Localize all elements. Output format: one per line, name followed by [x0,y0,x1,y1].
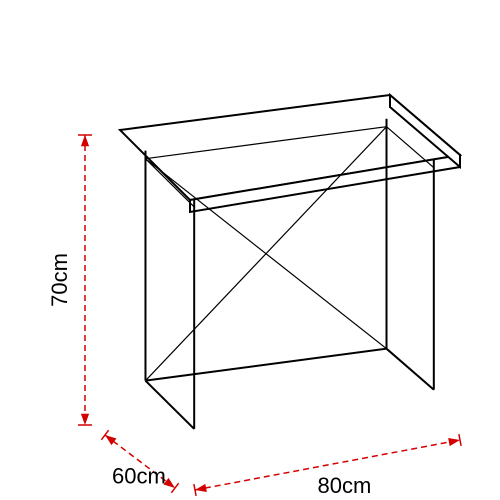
stretcher-right [387,349,434,390]
dimension-diagram: 70cm 60cm 80cm [0,0,500,500]
depth-label: 60cm [112,464,166,489]
height-label: 70cm [47,253,72,307]
width-label: 80cm [318,473,372,498]
arrowhead [81,135,89,146]
arrowhead [81,414,89,425]
stretcher-back [145,349,386,381]
stretcher-left [145,381,194,429]
arrowhead [195,484,207,492]
arrowhead [105,435,116,445]
arrowhead [448,438,460,446]
